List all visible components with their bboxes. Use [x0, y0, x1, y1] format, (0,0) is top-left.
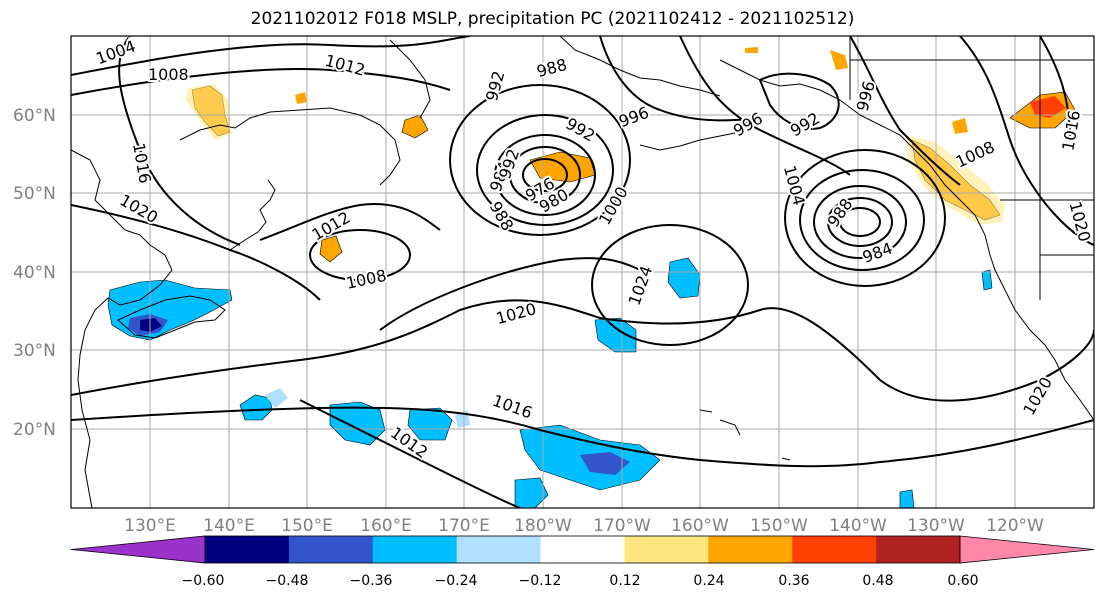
lon-label: 170°E: [438, 516, 490, 536]
isobar-1012-south: [299, 399, 521, 508]
low-center-west: [522, 158, 568, 192]
colorbar-tick-label: −0.48: [266, 573, 309, 589]
isobar-label: 992: [482, 69, 508, 103]
graticule: [71, 36, 1094, 508]
isobar-label: 992: [787, 109, 823, 141]
colorbar-tick-label: 0.60: [947, 573, 978, 589]
colorbar-tick-label: 0.24: [693, 573, 724, 589]
isobar-label: 1004: [780, 163, 809, 207]
isobar-label: 1012: [323, 51, 367, 80]
colorbar-ticks: −0.60 −0.48 −0.36 −0.24 −0.12 0.12 0.24 …: [182, 573, 979, 589]
lat-label: 30°N: [13, 341, 56, 361]
lon-label: 140°W: [829, 516, 887, 536]
isobar-label: 996: [853, 79, 879, 113]
isobar-label: 1020: [1065, 199, 1094, 243]
isobar-label: 1020: [1019, 374, 1056, 419]
isobar-label: 988: [535, 55, 569, 81]
colorbar-tick-label: −0.60: [182, 573, 225, 589]
coast-japan: [117, 295, 226, 339]
colorbar-extend-low: [70, 535, 206, 564]
isobar-label: 984: [860, 239, 895, 267]
colorbar-swatch: [708, 536, 793, 563]
isobar-label: 1008: [344, 266, 388, 293]
coast-kamchatka: [179, 107, 401, 186]
colorbar: −0.60 −0.48 −0.36 −0.24 −0.12 0.12 0.24 …: [70, 535, 1095, 589]
colorbar-tick-label: 0.48: [862, 573, 893, 589]
isobar-label: 1008: [953, 137, 998, 171]
isobar-label: 1024: [625, 263, 657, 308]
lon-label: 150°W: [750, 516, 808, 536]
isobar-label: 1016: [129, 141, 155, 184]
lon-label: 160°W: [671, 516, 729, 536]
isobar-1020-south: [71, 299, 1094, 402]
colorbar-swatch: [624, 536, 709, 563]
isobar-label: 992: [495, 146, 523, 181]
coastlines: [71, 36, 1094, 508]
colorbar-tick-label: 0.36: [778, 573, 809, 589]
map-title: 2021102012 F018 MSLP, precipitation PC (…: [250, 9, 855, 29]
lat-label: 60°N: [13, 106, 56, 126]
coast-alaska: [719, 59, 1094, 421]
latitude-labels: 60°N 50°N 40°N 30°N 20°N: [13, 106, 56, 440]
lon-label: 150°E: [281, 516, 333, 536]
lon-label: 130°W: [907, 516, 965, 536]
isobar-label: 1016: [490, 391, 535, 423]
colorbar-swatch: [540, 536, 625, 563]
low-center-east: [839, 207, 881, 237]
lon-label: 170°W: [593, 516, 651, 536]
lat-label: 50°N: [13, 184, 56, 204]
colorbar-tick-label: −0.36: [350, 573, 393, 589]
colorbar-extend-high: [959, 535, 1095, 564]
lon-label: 180°W: [514, 516, 572, 536]
precip-shading: [107, 47, 1076, 508]
lat-label: 20°N: [13, 420, 56, 440]
colorbar-tick-label: −0.24: [435, 573, 478, 589]
longitude-labels: 130°E 140°E 150°E 160°E 170°E 180°W 170°…: [124, 516, 1044, 536]
isobar-label: 1000: [595, 183, 632, 228]
map-frame: [70, 35, 1095, 509]
isobar-label: 1020: [494, 299, 538, 328]
colorbar-tick-label: −0.12: [519, 573, 562, 589]
lon-label: 120°W: [986, 516, 1044, 536]
colorbar-swatch: [288, 536, 374, 563]
lon-label: 140°E: [203, 516, 255, 536]
colorbar-swatch: [372, 536, 458, 563]
isobar-1016-south: [71, 406, 1094, 468]
colorbar-swatch: [792, 536, 877, 563]
lon-label: 130°E: [124, 516, 176, 536]
coast-east-asia: [71, 149, 173, 508]
colorbar-outline: [204, 535, 961, 564]
isobar-label: 1008: [148, 65, 189, 84]
colorbar-tick-label: 0.12: [609, 573, 640, 589]
colorbar-swatch: [876, 536, 961, 563]
colorbar-swatches: [70, 535, 1095, 564]
colorbar-swatch: [456, 536, 542, 563]
colorbar-swatch: [205, 536, 290, 563]
isobars: [71, 36, 1094, 508]
precip-darkest-japan: [140, 318, 162, 332]
lat-label: 40°N: [13, 263, 56, 283]
lon-label: 160°E: [360, 516, 412, 536]
precip-negative-japan: [107, 279, 233, 341]
